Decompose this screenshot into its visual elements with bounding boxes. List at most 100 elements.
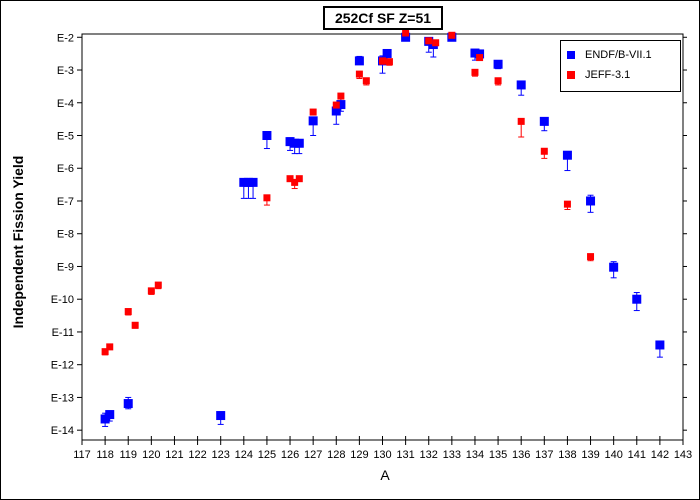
x-tick-label: 134 xyxy=(466,449,484,461)
data-point-endf xyxy=(243,177,253,187)
data-point-jeff xyxy=(362,77,370,85)
legend-item-endf: ENDF/B-VII.1 xyxy=(567,48,652,62)
y-tick-label: E-12 xyxy=(51,360,74,372)
plot-area-border xyxy=(81,33,684,441)
x-tick-label: 125 xyxy=(258,449,276,461)
data-point-endf xyxy=(262,131,272,140)
data-point-jeff xyxy=(587,253,595,261)
data-point-jeff xyxy=(309,108,317,116)
data-point-jeff xyxy=(385,58,393,66)
data-point-endf xyxy=(239,177,249,187)
data-point-endf xyxy=(248,177,258,187)
data-point-endf xyxy=(382,48,392,58)
x-tick-label: 140 xyxy=(604,449,622,461)
data-point-endf xyxy=(123,399,133,409)
x-tick-label: 133 xyxy=(443,449,461,461)
x-tick-label: 132 xyxy=(420,449,438,461)
data-point-jeff xyxy=(124,308,132,316)
x-tick-label: 117 xyxy=(73,449,91,461)
data-point-jeff xyxy=(448,31,456,39)
data-point-jeff xyxy=(295,175,303,183)
x-tick-label: 142 xyxy=(651,449,669,461)
data-point-endf xyxy=(609,262,619,272)
data-point-jeff xyxy=(425,37,433,45)
y-tick-label: E-3 xyxy=(57,65,74,77)
data-point-endf xyxy=(216,411,226,421)
data-point-jeff xyxy=(131,321,139,329)
data-point-jeff xyxy=(540,147,548,155)
data-point-endf xyxy=(100,414,110,424)
x-tick-label: 138 xyxy=(558,449,576,461)
y-tick-label: E-9 xyxy=(57,261,74,273)
data-point-jeff xyxy=(263,194,271,202)
x-tick-label: 129 xyxy=(350,449,368,461)
legend-item-jeff: JEFF-3.1 xyxy=(567,68,630,82)
y-tick-label: E-13 xyxy=(51,392,74,404)
x-tick-label: 137 xyxy=(535,449,553,461)
data-point-jeff xyxy=(402,29,410,37)
data-point-jeff xyxy=(286,175,294,183)
x-axis-label: A xyxy=(380,467,390,483)
x-tick-label: 130 xyxy=(373,449,391,461)
data-point-jeff xyxy=(517,117,525,125)
x-tick-label: 131 xyxy=(396,449,414,461)
x-tick-label: 127 xyxy=(304,449,322,461)
data-point-jeff xyxy=(355,70,363,78)
data-point-endf xyxy=(294,138,304,148)
y-tick-label: E-14 xyxy=(51,425,74,437)
x-tick-label: 121 xyxy=(165,449,183,461)
data-point-jeff xyxy=(471,68,479,76)
y-tick-label: E-8 xyxy=(57,229,74,241)
legend-label-jeff: JEFF-3.1 xyxy=(585,69,631,82)
x-tick-label: 126 xyxy=(281,449,299,461)
data-point-jeff xyxy=(432,39,440,47)
x-tick-label: 118 xyxy=(96,449,114,461)
data-point-jeff xyxy=(337,92,345,100)
data-point-jeff xyxy=(154,281,162,289)
legend-label-endf: ENDF/B-VII.1 xyxy=(585,49,652,62)
data-point-jeff xyxy=(494,77,502,85)
x-tick-label: 135 xyxy=(489,449,507,461)
data-point-jeff xyxy=(147,287,155,295)
data-point-endf xyxy=(493,59,503,69)
data-point-jeff xyxy=(379,57,386,65)
legend-swatch-endf xyxy=(567,51,575,60)
data-point-jeff xyxy=(291,178,299,186)
x-tick-label: 123 xyxy=(212,449,230,461)
data-point-endf xyxy=(290,138,300,148)
data-point-endf xyxy=(401,32,411,42)
data-point-endf xyxy=(539,116,549,126)
y-tick-label: E-6 xyxy=(57,163,74,175)
data-point-endf xyxy=(354,56,364,66)
data-point-endf xyxy=(308,116,318,126)
data-point-endf xyxy=(470,48,480,58)
y-tick-label: E-7 xyxy=(57,196,74,208)
data-point-endf xyxy=(331,106,341,116)
chart-title: 252Cf SF Z=51 xyxy=(323,6,443,30)
chart-legend: ENDF/B-VII.1 JEFF-3.1 xyxy=(560,40,681,92)
y-tick-label: E-11 xyxy=(52,327,74,339)
x-tick-label: 143 xyxy=(674,449,692,461)
x-tick-label: 141 xyxy=(628,449,646,461)
data-point-jeff xyxy=(106,343,114,351)
data-point-jeff xyxy=(101,348,109,356)
x-tick-label: 136 xyxy=(512,449,530,461)
y-tick-label: E-2 xyxy=(57,32,74,44)
data-point-endf xyxy=(475,49,485,59)
legend-swatch-jeff xyxy=(567,71,575,80)
data-point-endf xyxy=(655,340,665,350)
x-tick-label: 128 xyxy=(327,449,345,461)
x-tick-label: 122 xyxy=(188,449,206,461)
x-tick-label: 119 xyxy=(119,449,137,461)
y-tick-label: E-4 xyxy=(57,98,74,110)
y-tick-label: E-5 xyxy=(57,131,74,143)
data-point-endf xyxy=(285,137,295,147)
x-tick-label: 124 xyxy=(235,449,253,461)
data-point-endf xyxy=(562,150,572,160)
data-point-jeff xyxy=(476,54,484,62)
data-point-jeff xyxy=(563,200,571,208)
data-point-endf xyxy=(105,410,115,420)
x-tick-label: 120 xyxy=(142,449,160,461)
data-point-endf xyxy=(632,294,642,304)
